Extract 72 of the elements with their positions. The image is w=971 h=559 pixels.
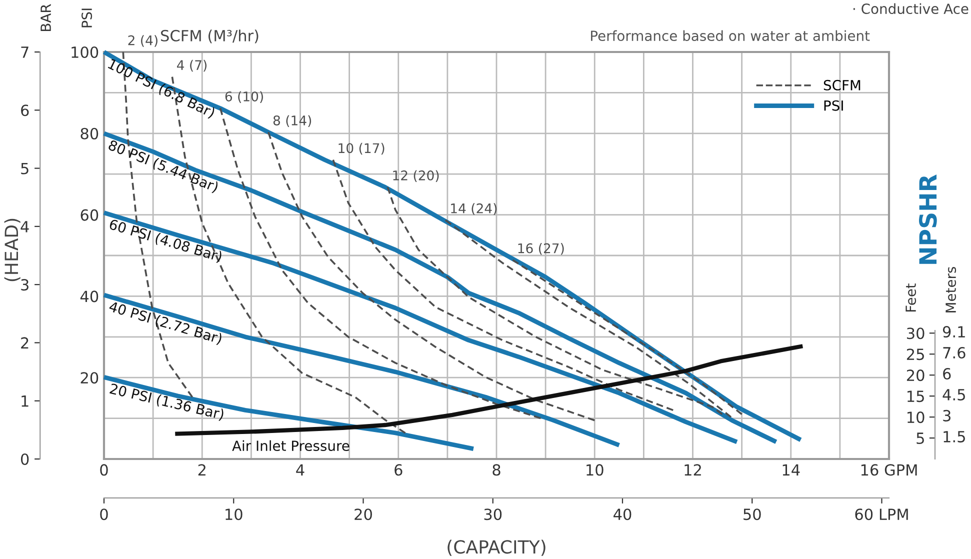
- series-label: 4 (7): [177, 60, 207, 72]
- text: 80 PSI (5.44 Bar): [107, 139, 220, 194]
- y2-tick-label: 2: [21, 337, 28, 349]
- text: Performance based on water at ambient: [591, 30, 870, 42]
- x-tick-label: 16 GPM: [861, 464, 917, 476]
- series-label: 12 (20): [393, 170, 439, 182]
- x2-tick-label: 20: [354, 508, 372, 520]
- y-tick-label: 60: [80, 209, 98, 221]
- y3-tick-label: 15: [908, 390, 924, 402]
- text: 60 PSI (4.08 Bar): [108, 218, 223, 264]
- y-tick-label: 100: [72, 46, 98, 58]
- y2-axis-title: BAR: [40, 4, 51, 31]
- text: 4.5: [942, 389, 965, 400]
- text: Meters: [946, 266, 956, 312]
- text: 40 PSI (2.72 Bar): [108, 300, 223, 346]
- y2-tick-label: 6: [21, 104, 29, 116]
- line-series: [512, 259, 743, 416]
- text: 1.5: [944, 431, 965, 442]
- line-series: [332, 158, 674, 412]
- y-tick-label: 20: [80, 372, 98, 384]
- y2-tick-label: 5: [21, 162, 28, 174]
- y-axis-title: PSI: [82, 8, 92, 28]
- y2-tick-label: 1: [22, 396, 28, 407]
- series-label: 8 (14): [273, 115, 312, 128]
- y2-tick-label: 4: [20, 221, 29, 232]
- series-label: 6 (10): [225, 91, 263, 103]
- text: SCFM (M³/hr): [161, 30, 258, 44]
- x-tick-label: 4: [296, 464, 304, 476]
- x-tick-label: 2: [198, 464, 206, 476]
- y3-tick-label: 10: [908, 412, 924, 424]
- annotation: Air Inlet Pressure: [232, 440, 350, 452]
- line-series: [267, 131, 596, 422]
- text: NPSHR: [918, 174, 937, 264]
- x2-tick-label: 50: [744, 508, 761, 520]
- y3-tick-label: 5: [916, 432, 924, 444]
- x-tick-label: 6: [394, 464, 402, 476]
- x-tick-label: 8: [492, 464, 500, 476]
- y3-tick-label: 25: [906, 348, 924, 360]
- series-label: 2 (4): [128, 35, 158, 47]
- y2-tick-label: 3: [21, 279, 28, 291]
- x2-tick-label: 10: [226, 508, 242, 520]
- y2-tick-label: 0: [20, 453, 29, 466]
- text: 6: [943, 368, 951, 380]
- x2-tick-label: 60 LPM: [855, 508, 908, 520]
- x-tick-label: 10: [586, 464, 604, 476]
- annotation: PSI: [824, 100, 843, 111]
- y3-axis-title: Feet: [906, 283, 916, 312]
- text: 20 PSI (1.36 Bar): [109, 382, 224, 422]
- x-tick-label: 0: [100, 464, 108, 476]
- line-series: [444, 219, 732, 418]
- y-tick-label: 80: [80, 128, 98, 140]
- y3-tick-label: 30: [907, 328, 924, 340]
- series-label: 14 (24): [451, 203, 497, 215]
- x-axis-title: (CAPACITY): [448, 540, 546, 556]
- x2-tick-label: 0: [100, 508, 108, 520]
- line-series: [386, 186, 724, 416]
- y3-tick-label: 20: [906, 370, 924, 382]
- x-tick-label: 12: [684, 464, 701, 476]
- y2-tick-label: 7: [21, 46, 28, 58]
- text: (HEAD): [4, 218, 20, 282]
- x-tick-label: 14: [782, 464, 800, 476]
- text: 3: [943, 410, 950, 422]
- series-label: 10 (17): [338, 142, 384, 155]
- series-label: 16 (27): [518, 243, 564, 255]
- line-series: [102, 374, 476, 452]
- text: 7.6: [943, 346, 966, 359]
- annotation: SCFM: [824, 80, 860, 90]
- text: 9.1: [942, 326, 965, 338]
- x2-tick-label: 30: [484, 508, 502, 520]
- x2-tick-label: 40: [614, 508, 632, 520]
- text: · Conductive Ace: [853, 3, 968, 14]
- y-tick-label: 40: [80, 290, 98, 302]
